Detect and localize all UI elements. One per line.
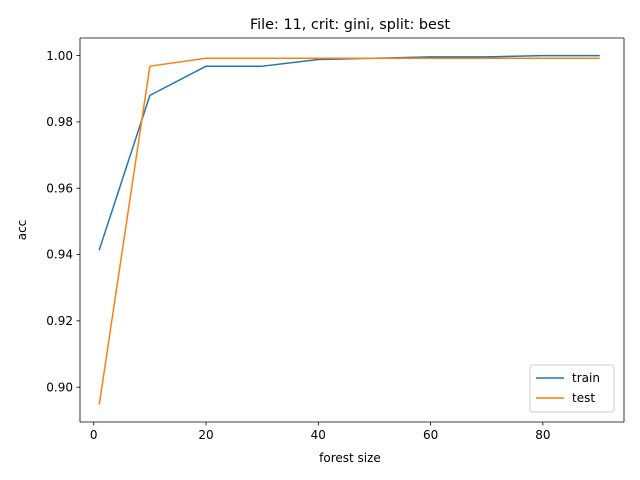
legend-label-train: train [572,371,600,385]
y-tick-label: 0.96 [46,181,73,195]
y-tick-label: 1.00 [46,49,73,63]
x-tick-label: 0 [90,428,98,442]
y-tick-label: 0.94 [46,248,73,262]
series-layer [98,54,600,405]
axes-frame [79,37,625,423]
series-line-test [98,57,600,405]
x-tick-label: 60 [423,428,438,442]
ticks: 0 20 40 60 80 0.90 0.92 0.94 0.96 0.98 1.00 [46,49,550,442]
y-tick-label: 0.90 [46,380,73,394]
plot-background [80,38,624,422]
y-tick-label: 0.98 [46,115,73,129]
plot-area [80,38,624,422]
legend-box [529,364,615,413]
legend: train test [529,364,615,413]
legend-label-test: test [572,391,595,405]
x-tick-label: 40 [311,428,326,442]
x-axis-title: forest size [319,451,381,465]
chart-title: File: 11, crit: gini, split: best [250,17,450,33]
x-tick-label: 20 [198,428,213,442]
y-tick-label: 0.92 [46,314,73,328]
y-axis-title: acc [15,220,29,241]
x-tick-label: 80 [535,428,550,442]
